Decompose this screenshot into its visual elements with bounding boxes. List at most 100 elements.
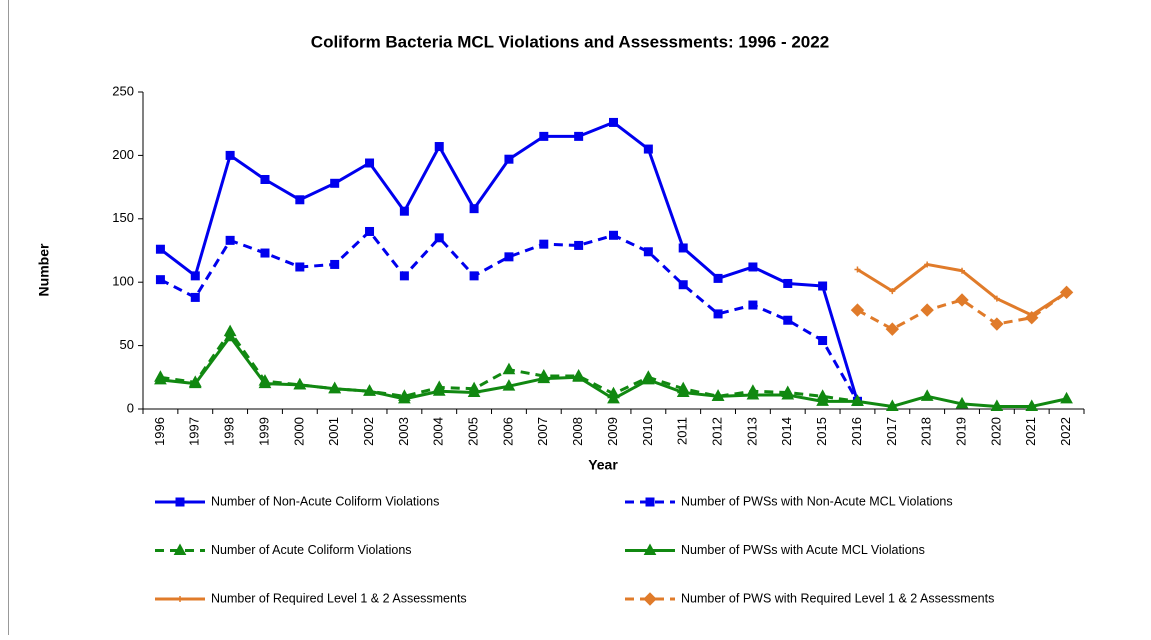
- data-point: [609, 117, 618, 127]
- data-point: [432, 384, 446, 396]
- data-point: [363, 384, 376, 396]
- x-axis-label: Year: [588, 457, 618, 473]
- x-tick-label: 1999: [256, 417, 271, 446]
- data-point: [609, 230, 618, 240]
- x-tick-label: 2002: [361, 417, 376, 446]
- data-point: [365, 226, 375, 236]
- data-point: [398, 391, 411, 404]
- x-tick-label: 2022: [1058, 417, 1073, 446]
- data-point: [1060, 391, 1073, 404]
- x-tick-label: 2019: [953, 417, 968, 446]
- x-tick-label: 2000: [291, 417, 306, 446]
- data-point: [154, 372, 167, 385]
- x-tick-label: 2018: [919, 417, 934, 446]
- x-tick-label: 2009: [605, 417, 620, 446]
- y-tick-label: 50: [120, 337, 134, 352]
- data-point: [816, 394, 829, 406]
- data-point: [783, 315, 793, 325]
- data-point: [504, 154, 514, 164]
- x-tick-label: 2021: [1023, 417, 1038, 446]
- data-point: [365, 158, 375, 168]
- legend-label: Number of Required Level 1 & 2 Assessmen…: [211, 591, 467, 605]
- data-point: [574, 131, 584, 141]
- legend-label: Number of PWSs with Non-Acute MCL Violat…: [681, 494, 953, 508]
- data-point: [537, 371, 551, 384]
- data-point: [850, 303, 865, 317]
- x-tick-label: 2013: [744, 417, 759, 446]
- data-point: [539, 239, 549, 249]
- x-tick-label: 2006: [500, 417, 515, 446]
- legend-marker: [177, 596, 183, 602]
- data-point: [990, 399, 1004, 411]
- data-point: [155, 275, 165, 285]
- data-point: [258, 376, 272, 389]
- x-tick-label: 1996: [152, 417, 167, 446]
- data-point: [502, 362, 516, 375]
- series-line: [159, 120, 859, 402]
- x-tick-label: 2001: [326, 417, 341, 446]
- data-point: [295, 262, 305, 272]
- data-point: [920, 389, 934, 401]
- data-point: [502, 379, 516, 391]
- x-tick-label: 2008: [570, 417, 585, 446]
- x-tick-label: 2004: [431, 417, 446, 446]
- legend-label: Number of PWS with Required Level 1 & 2 …: [681, 591, 994, 605]
- y-tick-label: 0: [127, 400, 134, 415]
- x-tick-label: 2005: [466, 417, 481, 446]
- data-point: [748, 300, 758, 310]
- data-point: [713, 273, 723, 283]
- data-point: [330, 259, 340, 269]
- data-point: [955, 293, 969, 307]
- data-point: [851, 394, 864, 406]
- data-point: [643, 247, 653, 257]
- x-tick-label: 1997: [187, 417, 202, 446]
- legend-label: Number of Non-Acute Coliform Violations: [211, 494, 439, 508]
- data-point: [678, 243, 688, 253]
- legend-marker: [643, 543, 657, 555]
- data-point: [330, 178, 340, 188]
- legend-marker: [643, 592, 657, 606]
- data-point: [748, 262, 758, 272]
- data-point: [642, 372, 655, 385]
- data-point: [854, 266, 861, 273]
- x-tick-label: 2010: [640, 417, 655, 446]
- data-point: [434, 233, 444, 243]
- data-point: [469, 204, 479, 214]
- data-point: [713, 309, 723, 319]
- data-point: [746, 388, 760, 400]
- legend-marker: [175, 497, 185, 507]
- x-tick-label: 2012: [709, 417, 724, 446]
- y-tick-label: 100: [112, 274, 134, 289]
- legend-marker: [645, 497, 655, 507]
- data-point: [1059, 285, 1074, 300]
- y-tick-label: 150: [112, 210, 134, 225]
- legend-marker: [173, 543, 187, 555]
- data-point: [223, 329, 237, 342]
- y-axis-label: Number: [36, 243, 52, 296]
- data-point: [924, 261, 931, 268]
- data-point: [781, 388, 795, 400]
- data-point: [711, 389, 725, 401]
- data-point: [260, 248, 270, 258]
- data-point: [260, 174, 270, 184]
- data-point: [1025, 310, 1039, 325]
- data-point: [188, 376, 202, 389]
- x-tick-label: 2020: [988, 417, 1003, 446]
- data-point: [328, 381, 342, 394]
- data-point: [467, 385, 481, 398]
- data-point: [504, 252, 514, 262]
- x-tick-label: 2014: [779, 417, 794, 446]
- x-tick-label: 1998: [222, 417, 237, 446]
- x-tick-label: 2003: [396, 417, 411, 446]
- data-point: [993, 295, 1000, 302]
- y-tick-label: 250: [112, 83, 134, 98]
- data-point: [225, 150, 235, 160]
- data-point: [399, 271, 409, 281]
- data-point: [678, 280, 688, 290]
- data-point: [885, 399, 899, 411]
- data-point: [818, 336, 828, 346]
- x-tick-label: 2007: [535, 417, 550, 446]
- data-point: [889, 288, 896, 295]
